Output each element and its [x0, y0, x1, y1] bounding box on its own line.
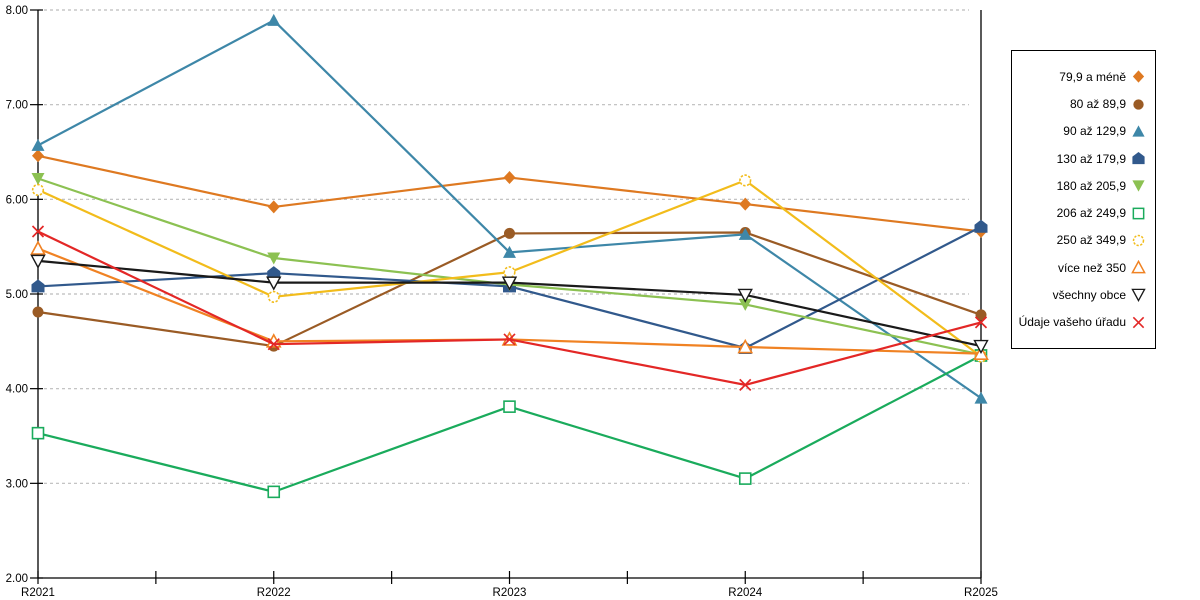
data-point-marker: [503, 171, 516, 185]
legend-item: 79,9 a méně: [1016, 69, 1146, 84]
data-point-marker: [267, 485, 281, 499]
data-point-marker: [975, 309, 987, 321]
data-point-marker: [31, 225, 45, 238]
data-point-marker: [501, 276, 518, 291]
data-point-marker: [267, 252, 281, 265]
triangle-up-icon: [1131, 124, 1146, 139]
data-point-marker: [504, 227, 515, 239]
data-point-marker: [267, 338, 280, 351]
data-point-marker: [738, 227, 752, 240]
circle-outline-icon: [1131, 233, 1146, 248]
data-point-marker: [31, 279, 45, 293]
square-outline-icon: [1131, 206, 1146, 221]
legend-label: 90 až 129,9: [1063, 124, 1126, 139]
data-point-marker: [32, 306, 44, 318]
triangle-outline-icon: [1131, 260, 1146, 275]
y-tick-label: 3.00: [6, 478, 28, 490]
data-point-marker: [31, 426, 45, 440]
data-point-marker: [267, 13, 281, 26]
series-line: [36, 154, 983, 233]
legend-item: 180 až 205,9: [1016, 178, 1146, 193]
legend-item: 130 až 179,9: [1016, 151, 1146, 166]
data-point-marker: [267, 200, 280, 214]
legend-item: 250 až 349,9: [1016, 233, 1146, 248]
data-point-marker: [31, 183, 45, 196]
data-point-marker: [31, 173, 45, 186]
data-point-marker: [503, 266, 516, 279]
legend-label: 130 až 179,9: [1056, 151, 1126, 166]
legend-label: 180 až 205,9: [1056, 178, 1126, 193]
y-tick-label: 6.00: [6, 194, 28, 206]
x-tick-label: R2025: [964, 587, 998, 599]
diamond-icon: [1131, 69, 1146, 84]
legend-label: 250 až 349,9: [1056, 233, 1126, 248]
legend-item: Údaje vašeho úřadu: [1016, 315, 1146, 330]
legend-label: 79,9 a méně: [1059, 69, 1126, 84]
x-tick-label: R2021: [21, 587, 55, 599]
data-point-marker: [503, 400, 516, 413]
data-point-marker: [30, 254, 46, 269]
legend-label: více než 350: [1057, 260, 1126, 275]
data-point-marker: [974, 391, 988, 404]
y-tick-label: 4.00: [6, 384, 28, 396]
data-point-marker: [32, 149, 44, 163]
triangle-down-icon: [1131, 178, 1146, 193]
pentagon-icon: [1131, 151, 1146, 166]
x-icon: [1131, 315, 1146, 330]
legend-item: všechny obce: [1016, 287, 1146, 303]
legend-label: 80 až 89,9: [1069, 97, 1126, 112]
triangle-down-outline-icon: [1131, 287, 1146, 303]
data-point-marker: [737, 288, 753, 303]
legend-item: 80 až 89,9: [1016, 97, 1146, 112]
legend: 79,9 a méně 80 až 89,9 90 až 129,9 130 a…: [1011, 50, 1156, 349]
y-tick-label: 2.00: [6, 573, 28, 585]
y-tick-label: 7.00: [6, 100, 28, 112]
x-tick-label: R2024: [728, 587, 762, 599]
data-point-marker: [737, 338, 754, 354]
y-tick-label: 5.00: [6, 289, 28, 301]
legend-item: 90 až 129,9: [1016, 124, 1146, 139]
x-tick-label: R2023: [493, 587, 527, 599]
data-point-marker: [503, 245, 516, 258]
legend-item: více než 350: [1016, 260, 1146, 275]
data-point-marker: [739, 378, 752, 391]
data-point-marker: [973, 339, 989, 355]
data-point-marker: [267, 290, 280, 303]
legend-label: Údaje vašeho úřadu: [1018, 315, 1126, 330]
y-tick-label: 8.00: [6, 5, 28, 17]
data-point-marker: [974, 219, 988, 233]
data-point-marker: [267, 266, 281, 280]
data-point-marker: [739, 197, 752, 211]
legend-label: 206 až 249,9: [1056, 206, 1126, 221]
data-point-marker: [266, 276, 282, 291]
x-tick-label: R2022: [257, 587, 291, 599]
series-line: [36, 354, 983, 493]
data-point-marker: [31, 138, 45, 151]
data-point-marker: [503, 333, 516, 346]
data-point-marker: [739, 174, 752, 187]
data-point-marker: [30, 240, 46, 255]
data-point-marker: [974, 316, 988, 329]
legend-label: všechny obce: [1052, 287, 1126, 302]
legend-item: 206 až 249,9: [1016, 206, 1146, 221]
data-point-marker: [738, 298, 752, 311]
circle-icon: [1131, 97, 1146, 112]
data-point-marker: [738, 472, 752, 485]
